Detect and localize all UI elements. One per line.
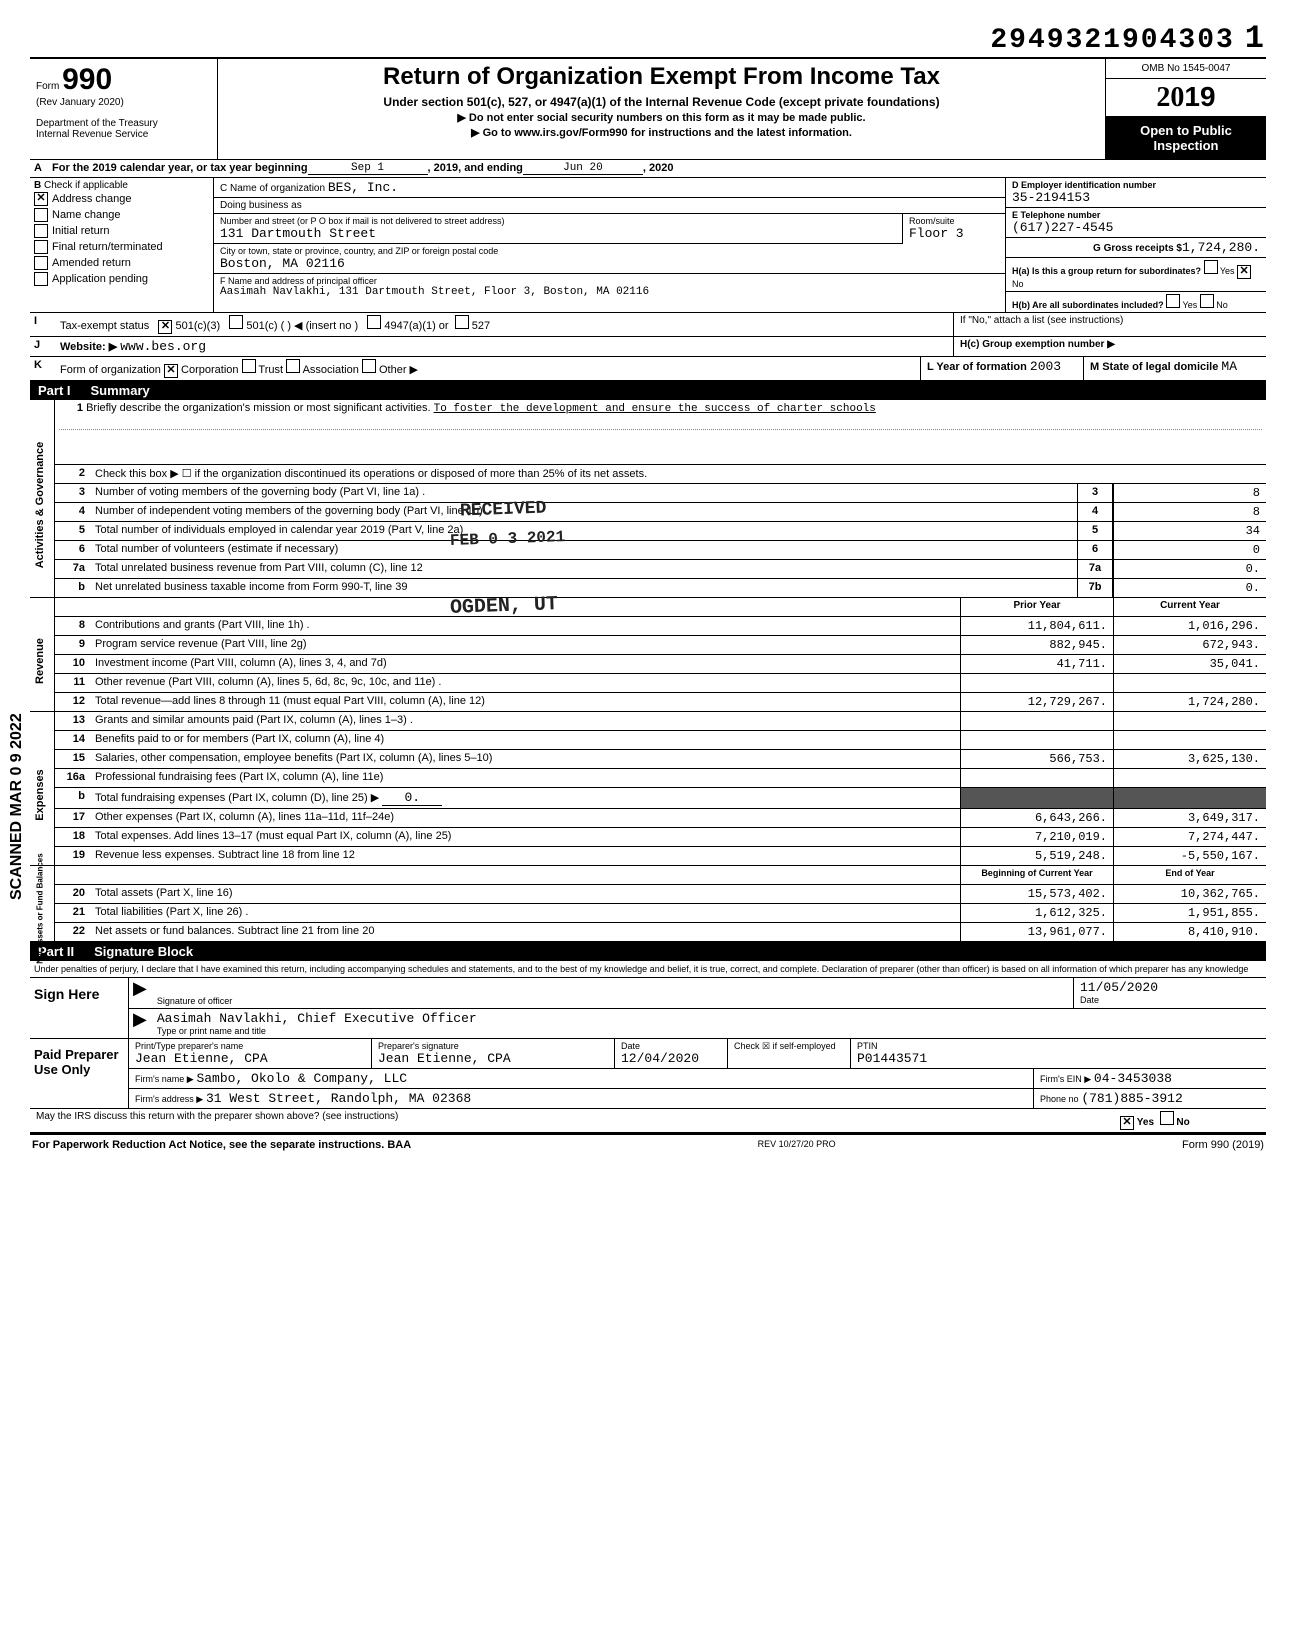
officer-name: Aasimah Navlakhi, Chief Executive Office… — [157, 1011, 1260, 1026]
line-j: J Website: ▶ www.bes.org H(c) Group exem… — [30, 337, 1266, 357]
l10-current: 35,041. — [1113, 655, 1266, 673]
omb-number: OMB No 1545-0047 — [1106, 59, 1266, 79]
l15-current: 3,625,130. — [1113, 750, 1266, 768]
form-title: Return of Organization Exempt From Incom… — [226, 63, 1097, 91]
l9-prior: 882,945. — [960, 636, 1113, 654]
l10-prior: 41,711. — [960, 655, 1113, 673]
l7a-value: 0. — [1113, 560, 1266, 578]
form-subtitle: Under section 501(c), 527, or 4947(a)(1)… — [226, 95, 1097, 109]
block-b-h: B Check if applicable Address change Nam… — [30, 178, 1266, 313]
l20-begin: 15,573,402. — [960, 885, 1113, 903]
open-public: Open to Public Inspection — [1106, 117, 1266, 159]
gross-receipts: 1,724,280. — [1182, 240, 1260, 255]
firm-name: Sambo, Okolo & Company, LLC — [196, 1071, 407, 1086]
section-net: Net Assets or Fund Balances — [36, 838, 45, 978]
firm-ein: 04-3453038 — [1094, 1071, 1172, 1086]
check-amended — [34, 256, 48, 270]
l17-current: 3,649,317. — [1113, 809, 1266, 827]
city: Boston, MA 02116 — [220, 256, 999, 271]
preparer-name: Jean Etienne, CPA — [135, 1051, 365, 1066]
l6-value: 0 — [1113, 541, 1266, 559]
org-name: BES, Inc. — [328, 180, 398, 195]
l9-current: 672,943. — [1113, 636, 1266, 654]
paid-preparer-block: Paid Preparer Use Only Print/Type prepar… — [30, 1039, 1266, 1109]
l21-end: 1,951,855. — [1113, 904, 1266, 922]
l19-prior: 5,519,248. — [960, 847, 1113, 865]
l4-value: 8 — [1113, 503, 1266, 521]
l8-current: 1,016,296. — [1113, 617, 1266, 635]
form-label: Form — [36, 81, 59, 92]
l20-end: 10,362,765. — [1113, 885, 1266, 903]
check-name — [34, 208, 48, 222]
line-i: I Tax-exempt status 501(c)(3) 501(c) ( )… — [30, 313, 1266, 337]
check-initial — [34, 224, 48, 238]
firm-addr: 31 West Street, Randolph, MA 02368 — [206, 1091, 471, 1106]
section-expenses: Expenses — [34, 755, 46, 835]
l22-end: 8,410,910. — [1113, 923, 1266, 941]
form-number: 990 — [62, 63, 112, 96]
line-a: A For the 2019 calendar year, or tax yea… — [30, 160, 1266, 178]
l21-begin: 1,612,325. — [960, 904, 1113, 922]
part-2-header: Part IISignature Block — [30, 942, 1266, 961]
ein: 35-2194153 — [1012, 190, 1260, 205]
officer: Aasimah Navlakhi, 131 Dartmouth Street, … — [220, 286, 999, 298]
l7b-value: 0. — [1113, 579, 1266, 597]
l12-current: 1,724,280. — [1113, 693, 1266, 711]
l18-prior: 7,210,019. — [960, 828, 1113, 846]
tax-year: 20201919 — [1106, 79, 1266, 117]
footer: For Paperwork Reduction Act Notice, see … — [30, 1134, 1266, 1155]
firm-phone: (781)885-3912 — [1081, 1091, 1182, 1106]
phone: (617)227-4545 — [1012, 220, 1260, 235]
perjury-text: Under penalties of perjury, I declare th… — [30, 961, 1266, 978]
sig-date: 11/05/2020 — [1080, 980, 1260, 995]
check-address — [34, 192, 48, 206]
l8-prior: 11,804,611. — [960, 617, 1113, 635]
revision: (Rev January 2020) — [36, 97, 211, 108]
ptin: P01443571 — [857, 1051, 1260, 1066]
l12-prior: 12,729,267. — [960, 693, 1113, 711]
section-revenue: Revenue — [34, 621, 46, 701]
form-header: Form 990 (Rev January 2020) Department o… — [30, 57, 1266, 160]
instr-2: ▶ Go to www.irs.gov/Form990 for instruct… — [226, 126, 1097, 139]
instr-1: ▶ Do not enter social security numbers o… — [226, 111, 1097, 124]
irs-line: Internal Revenue Service — [36, 129, 211, 140]
l17-prior: 6,643,266. — [960, 809, 1113, 827]
section-activities: Activities & Governance — [34, 435, 46, 575]
website: www.bes.org — [120, 339, 206, 354]
sign-here-block: Sign Here ▶ Signature of officer 11/05/2… — [30, 978, 1266, 1039]
l5-value: 34 — [1113, 522, 1266, 540]
l19-current: -5,550,167. — [1113, 847, 1266, 865]
l3-value: 8 — [1113, 484, 1266, 502]
preparer-sig: Jean Etienne, CPA — [378, 1051, 608, 1066]
scanned-stamp: SCANNED MAR 0 9 2022 — [8, 713, 26, 900]
l22-begin: 13,961,077. — [960, 923, 1113, 941]
room: Floor 3 — [909, 226, 999, 241]
mission: To foster the development and ensure the… — [434, 403, 876, 415]
street: 131 Dartmouth Street — [220, 226, 896, 241]
discuss-text: May the IRS discuss this return with the… — [30, 1109, 1114, 1132]
line-k: K Form of organization Corporation Trust… — [30, 357, 1266, 381]
l15-prior: 566,753. — [960, 750, 1113, 768]
dept: Department of the Treasury — [36, 118, 211, 129]
dln-number: 29493219043031 — [30, 20, 1266, 57]
part-1-header: Part ISummary — [30, 381, 1266, 400]
check-pending — [34, 272, 48, 286]
check-final — [34, 240, 48, 254]
prep-date: 12/04/2020 — [621, 1051, 721, 1066]
l18-current: 7,274,447. — [1113, 828, 1266, 846]
